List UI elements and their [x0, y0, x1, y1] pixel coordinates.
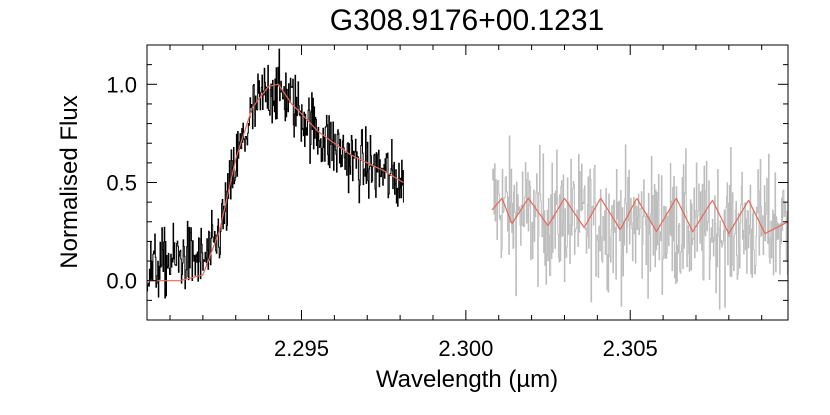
y-tick-label: 1.0: [106, 72, 137, 97]
second-spectrum-line: [492, 135, 788, 310]
y-tick-label: 0.5: [106, 171, 137, 196]
x-tick-label: 2.300: [438, 336, 493, 361]
model-fit-line-right: [491, 197, 788, 235]
x-tick-label: 2.305: [603, 336, 658, 361]
plot-frame: [146, 44, 789, 321]
chart-title: G308.9176+00.1231: [330, 4, 604, 37]
y-tick-label: 0.0: [106, 269, 137, 294]
x-axis-label: Wavelength (µm): [376, 366, 558, 393]
y-axis-label: Normalised Flux: [56, 95, 83, 268]
model-fit-line: [147, 83, 404, 282]
x-tick-label: 2.295: [274, 336, 329, 361]
observed-spectrum-line: [147, 48, 404, 299]
